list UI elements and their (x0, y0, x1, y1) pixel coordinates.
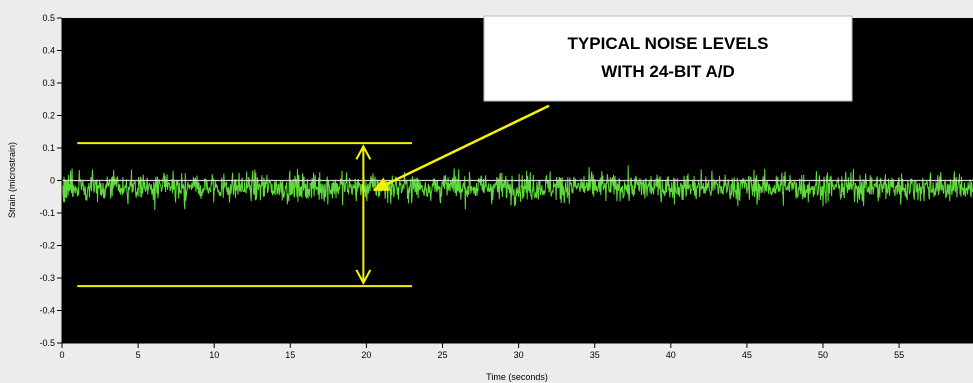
x-tick-label: 35 (590, 350, 600, 360)
signal-layer (61, 165, 973, 211)
range-arrow-head-bottom (355, 269, 372, 285)
x-tick-label: 40 (666, 350, 676, 360)
x-tick-label: 10 (209, 350, 219, 360)
x-tick-label: 15 (285, 350, 295, 360)
x-tick-label: 20 (361, 350, 371, 360)
x-tick-label: 30 (514, 350, 524, 360)
annotation-layer (77, 104, 550, 288)
pointer-arrow-shaft (373, 104, 550, 192)
y-tick-label: -0.2 (39, 241, 55, 251)
y-tick-label: -0.3 (39, 273, 55, 283)
x-tick-label: 0 (59, 350, 64, 360)
y-tick-label: 0.5 (42, 13, 55, 23)
annotation-box-bg (483, 15, 853, 102)
y-tick-label: 0.2 (42, 111, 55, 121)
axis-layer: 0.5 0.4 0.3 0.2 0.1 0 -0.1 -0.2 -0.3 -0.4 -0.5 0 5 10… (39, 13, 973, 360)
y-axis-title: Strain (microstrain) (7, 142, 17, 218)
y-tick-label: 0 (50, 176, 55, 186)
annotation-line-1: TYPICAL NOISE LEVELS (568, 34, 769, 53)
y-tick-label: 0.4 (42, 46, 55, 56)
y-tick-label: 0.1 (42, 143, 55, 153)
y-tick-label: -0.5 (39, 338, 55, 348)
x-tick-label: 25 (437, 350, 447, 360)
annotation-line-2: WITH 24-BIT A/D (601, 62, 734, 81)
x-tick-label: 5 (136, 350, 141, 360)
x-tick-label: 55 (894, 350, 904, 360)
noise-signal-line (61, 165, 973, 211)
x-tick-label: 45 (742, 350, 752, 360)
x-tick-label: 50 (818, 350, 828, 360)
x-axis-title: Time (seconds) (486, 372, 548, 382)
annotation-box: TYPICAL NOISE LEVELS WITH 24-BIT A/D (483, 15, 853, 102)
y-tick-label: 0.3 (42, 78, 55, 88)
pointer-arrow-head (372, 177, 390, 191)
y-tick-label: -0.1 (39, 208, 55, 218)
range-arrow-head-top (355, 144, 372, 160)
y-tick-label: -0.4 (39, 306, 55, 316)
